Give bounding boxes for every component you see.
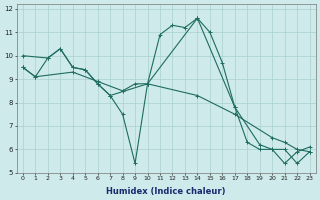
X-axis label: Humidex (Indice chaleur): Humidex (Indice chaleur) — [107, 187, 226, 196]
